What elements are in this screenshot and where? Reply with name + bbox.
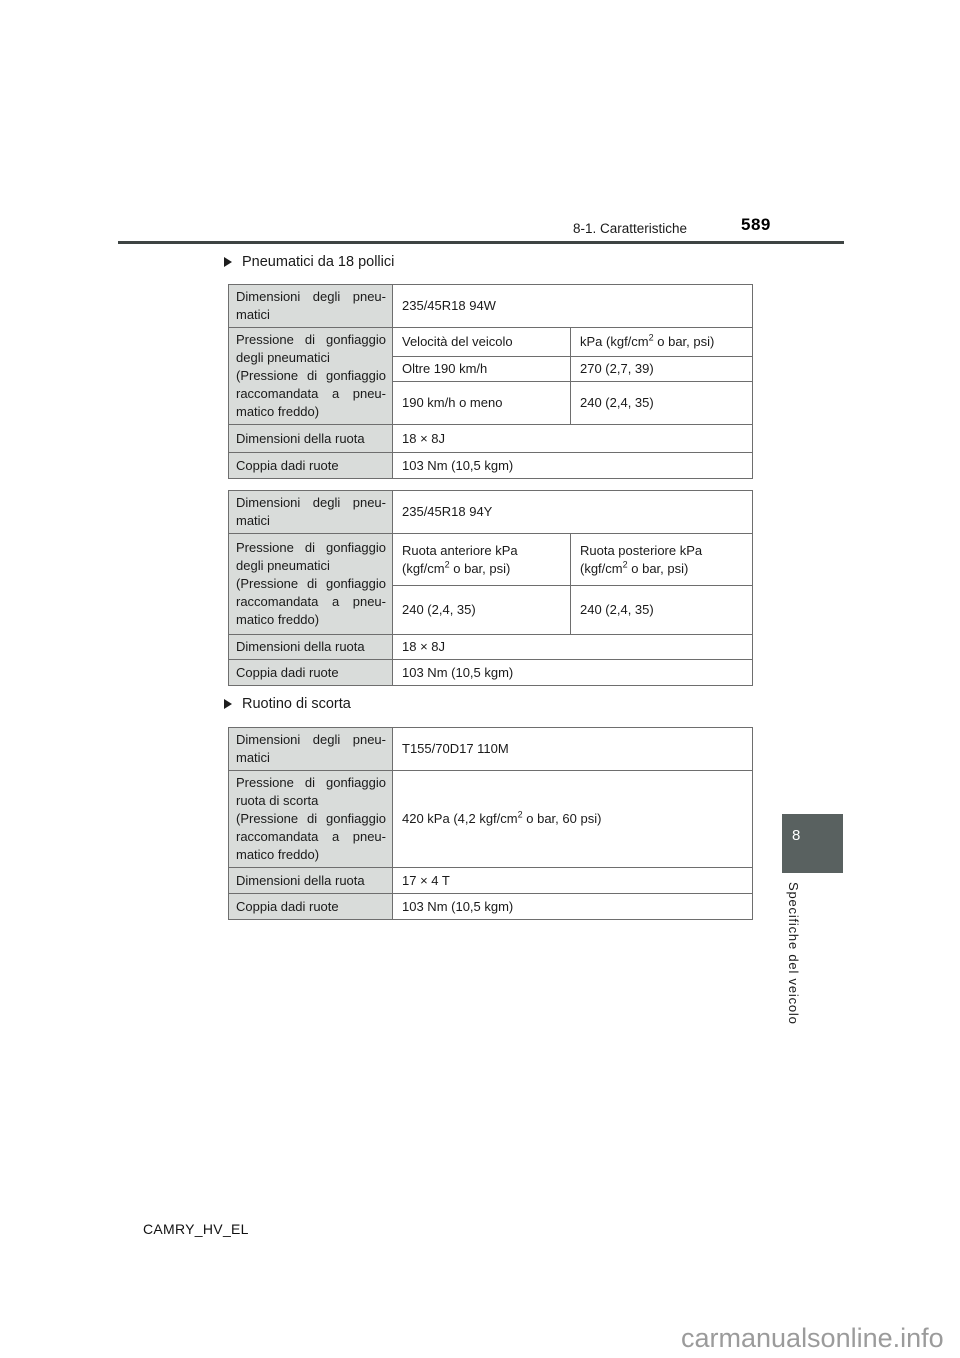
spec-label-cell: Pressione di gonfiaggio degli pneumatici(… [228, 327, 393, 425]
spec-value-cell: 420 kPa (4,2 kgf/cm2 o bar, 60 psi) [392, 770, 753, 868]
spec-label-cell: Coppia dadi ruote [228, 893, 393, 920]
spec-table-tires-94w: Dimensioni degli pneu-matici 235/45R18 94… [228, 284, 753, 479]
table-row: Pressione di gonfiaggio degli pneumatici(… [228, 533, 753, 635]
table-row: 190 km/h o meno 240 (2,4, 35) [229, 381, 753, 425]
spec-label-cell: Dimensioni della ruota [228, 424, 393, 453]
footer-doc-code: CAMRY_HV_EL [143, 1221, 249, 1237]
section-heading-tires-18: Pneumatici da 18 pollici [224, 254, 394, 270]
table-row: Pressione di gonfiaggio degli pneumatici(… [228, 327, 753, 425]
spec-label-cell: Dimensioni degli pneu-matici [228, 490, 393, 534]
spec-value-cell: 240 (2,4, 35) [570, 585, 753, 635]
table-row: Dimensioni degli pneu-matici 235/45R18 94… [228, 490, 753, 534]
spec-label-cell: Pressione di gonfiaggio degli pneumatici(… [228, 533, 393, 635]
spec-value-cell: 240 (2,4, 35) [570, 381, 753, 425]
spec-label-cell: Dimensioni degli pneu-matici [228, 284, 393, 328]
spec-value-cell: kPa (kgf/cm2 o bar, psi) [570, 327, 753, 357]
chapter-tab-number: 8 [792, 827, 801, 844]
spec-value-cell: 240 (2,4, 35) [392, 585, 571, 635]
table-row: Dimensioni della ruota 17 × 4 T [228, 867, 753, 894]
spec-table-tires-94y: Dimensioni degli pneu-matici 235/45R18 94… [228, 490, 753, 686]
spec-value-cell: 190 km/h o meno [392, 381, 571, 425]
table-row: Dimensioni della ruota 18 × 8J [228, 424, 753, 453]
spec-label-cell: Pressione di gonfiaggio ruota di scorta (P… [228, 770, 393, 868]
spec-value-cell: 17 × 4 T [392, 867, 753, 894]
section-title: Ruotino di scorta [242, 696, 351, 712]
spec-value-cell: 103 Nm (10,5 kgm) [392, 893, 753, 920]
spec-label-cell: Dimensioni della ruota [228, 634, 393, 660]
spec-value-cell: 270 (2,7, 39) [570, 355, 753, 383]
spec-label-cell: Dimensioni della ruota [228, 867, 393, 894]
spec-label-cell: Dimensioni degli pneu-matici [228, 727, 393, 771]
chapter-tab: 8 [782, 814, 843, 873]
header-rule [118, 241, 844, 244]
table-row: 240 (2,4, 35) 240 (2,4, 35) [229, 585, 753, 635]
spec-value-cell: 235/45R18 94Y [392, 490, 753, 534]
triangle-bullet-icon [224, 257, 232, 267]
section-title: Pneumatici da 18 pollici [242, 254, 395, 270]
table-row: Coppia dadi ruote 103 Nm (10,5 kgm) [228, 452, 753, 479]
triangle-bullet-icon [224, 699, 232, 709]
spec-value-cell: Velocità del veicolo [392, 327, 571, 357]
spec-value-cell: Ruota anteriore kPa (kgf/cm2 o bar, psi) [392, 533, 571, 586]
watermark-text: carmanualsonline.info [681, 1323, 944, 1353]
header-section-title: 8-1. Caratteristiche [573, 221, 688, 236]
spec-value-cell: 103 Nm (10,5 kgm) [392, 659, 753, 686]
spec-label-cell: Coppia dadi ruote [228, 659, 393, 686]
table-row: Dimensioni degli pneu-matici T155/70D17 1… [228, 727, 753, 771]
spec-label-cell: Coppia dadi ruote [228, 452, 393, 479]
table-row: Dimensioni della ruota 18 × 8J [228, 634, 753, 660]
table-row: Pressione di gonfiaggio ruota di scorta (P… [228, 770, 753, 868]
table-row: Oltre 190 km/h 270 (2,7, 39) [229, 355, 753, 383]
chapter-label-vertical: Specifiche del veicolo [786, 882, 801, 1025]
spec-value-cell: Ruota posteriore kPa (kgf/cm2 o bar, psi) [570, 533, 753, 586]
table-row: Dimensioni degli pneu-matici 235/45R18 94… [228, 284, 753, 328]
spec-value-cell: T155/70D17 110M [392, 727, 753, 771]
spec-value-cell: 18 × 8J [392, 424, 753, 453]
table-row: Coppia dadi ruote 103 Nm (10,5 kgm) [228, 659, 753, 686]
page-number: 589 [741, 215, 771, 234]
spec-value-cell: 18 × 8J [392, 634, 753, 660]
spec-table-spare-tire: Dimensioni degli pneu-matici T155/70D17 1… [228, 727, 753, 920]
table-row: Coppia dadi ruote 103 Nm (10,5 kgm) [228, 893, 753, 920]
section-heading-spare-tire: Ruotino di scorta [224, 696, 351, 712]
spec-value-cell: Oltre 190 km/h [392, 355, 571, 383]
spec-value-cell: 235/45R18 94W [392, 284, 753, 328]
spec-value-cell: 103 Nm (10,5 kgm) [392, 452, 753, 479]
